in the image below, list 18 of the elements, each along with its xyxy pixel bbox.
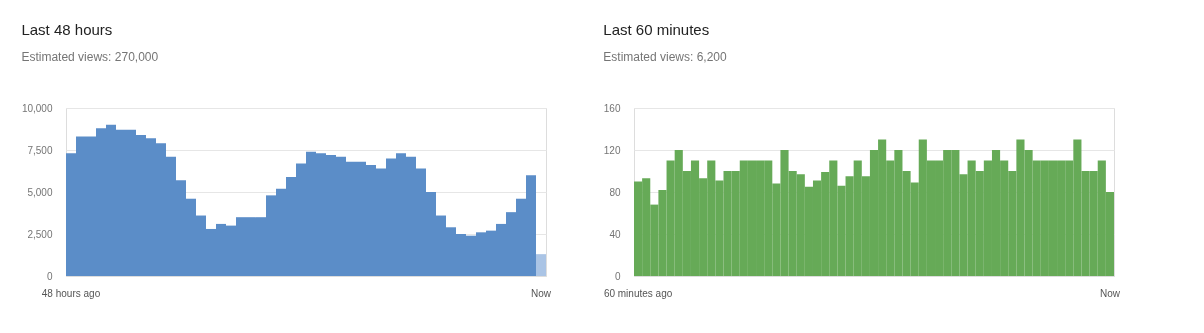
chart-title: Last 48 hours — [21, 21, 113, 38]
y-tick-label: 2,500 — [27, 228, 53, 240]
chart-title: Last 60 minutes — [603, 21, 710, 38]
y-tick-label: 40 — [609, 228, 621, 240]
x-tick-label: 48 hours ago — [41, 287, 101, 299]
y-tick-label: 7,500 — [27, 144, 53, 156]
y-tick-label: 80 — [609, 186, 621, 198]
chart-subtitle: Estimated views: 270,000 — [21, 50, 159, 64]
y-tick-label: 0 — [614, 270, 621, 282]
y-tick-label: 0 — [46, 270, 53, 282]
y-tick-label: 160 — [603, 102, 621, 114]
x-tick-label: Now — [530, 287, 552, 299]
x-tick-label: Now — [1099, 287, 1121, 299]
y-tick-label: 120 — [603, 144, 621, 156]
x-tick-label: 60 minutes ago — [603, 287, 673, 299]
y-tick-label: 10,000 — [21, 102, 53, 114]
chart-subtitle: Estimated views: 6,200 — [603, 50, 728, 64]
y-tick-label: 5,000 — [27, 186, 53, 198]
